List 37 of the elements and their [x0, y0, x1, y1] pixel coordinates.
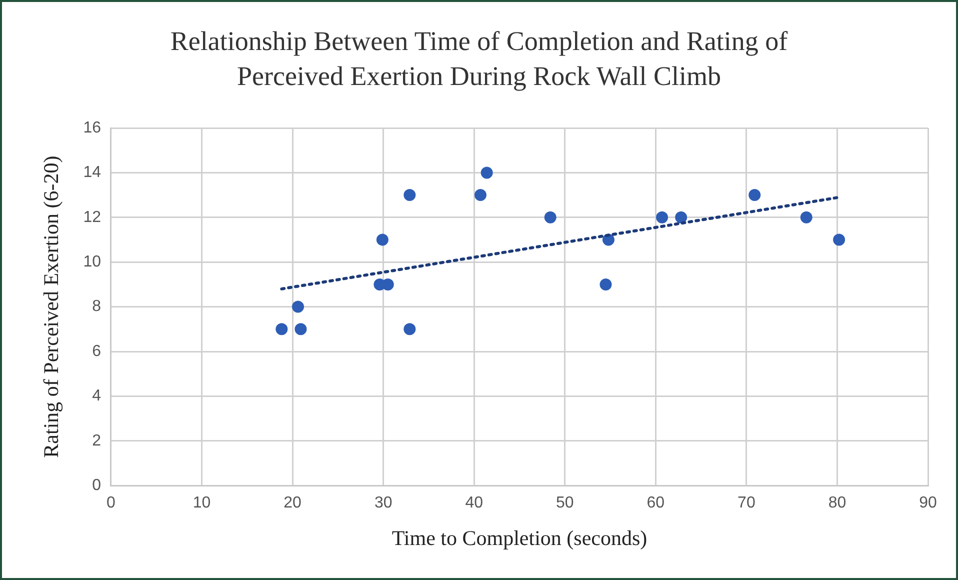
point	[480, 166, 493, 179]
point	[276, 323, 288, 336]
x-axis-title: Time to Completion (seconds)	[392, 526, 648, 550]
point	[544, 211, 556, 224]
point	[675, 211, 688, 224]
y-tick-label: 6	[92, 342, 102, 360]
point	[833, 234, 846, 246]
x-tick-label: 30	[374, 494, 392, 512]
point	[474, 189, 486, 202]
chart-title: Relationship Between Time of Completion and Rating of Perceived Exertion During Rock Wall Climb	[169, 25, 789, 93]
y-tick-label: 4	[92, 388, 102, 405]
y-tick-label: 16	[83, 119, 102, 136]
y-tick-label: 0	[92, 477, 102, 494]
point	[404, 189, 416, 202]
x-tick-label: 20	[284, 494, 302, 512]
y-tick-label: 8	[92, 298, 102, 316]
x-tick-label: 10	[192, 494, 211, 512]
point	[600, 278, 612, 290]
x-tick-label: 90	[919, 494, 937, 512]
point	[376, 234, 388, 246]
x-tick-label: 70	[738, 494, 756, 512]
y-axis-title: Rating of Perceived Exertion (6-20)	[39, 156, 64, 458]
point	[800, 211, 812, 224]
x-tick-label: 0	[106, 494, 116, 512]
y-tick-label: 10	[83, 254, 102, 271]
x-tick-label: 40	[465, 494, 484, 512]
point	[292, 300, 304, 313]
y-tick-label: 2	[92, 432, 102, 450]
x-tick-label: 50	[556, 494, 574, 512]
y-tick-label: 14	[83, 164, 102, 182]
y-tick-label: 12	[83, 208, 102, 226]
point	[656, 211, 668, 224]
point	[404, 323, 416, 336]
point	[294, 323, 307, 336]
x-tick-label: 60	[646, 494, 665, 512]
x-tick-label: 80	[828, 494, 846, 512]
point	[748, 189, 761, 202]
